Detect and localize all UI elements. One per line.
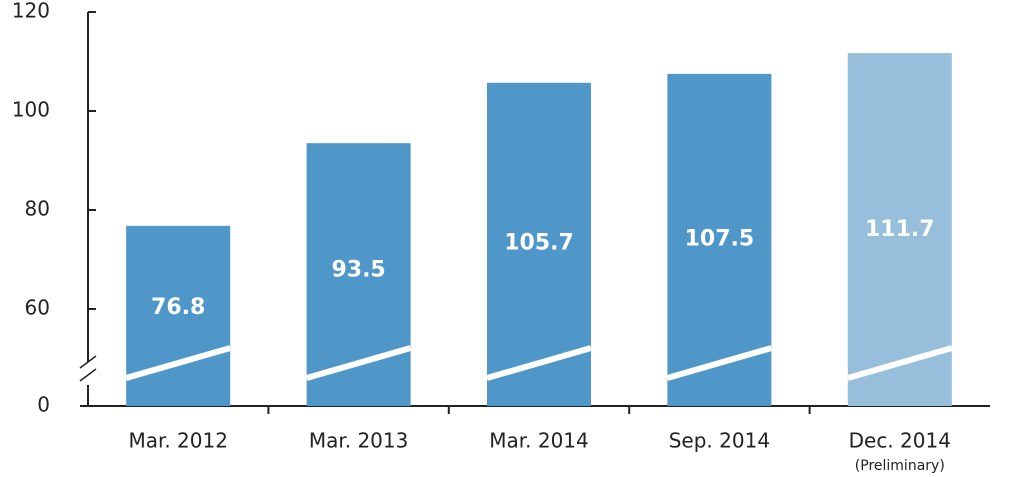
- x-tick-label: Mar. 2014: [489, 429, 589, 453]
- value-label: 111.7: [865, 217, 935, 242]
- bar-break: [305, 345, 412, 381]
- value-label: 107.5: [685, 226, 755, 251]
- bar-break: [486, 345, 592, 381]
- annotation: (Preliminary): [855, 458, 945, 474]
- bar-break: [666, 345, 773, 381]
- value-label: 93.5: [331, 258, 385, 283]
- y-tick-label: 0: [37, 393, 50, 417]
- axis-break: [79, 355, 97, 382]
- x-tick-label: Dec. 2014: [849, 429, 951, 453]
- y-tick-label: 100: [12, 98, 50, 122]
- bar-break: [846, 345, 953, 381]
- y-tick-label: 80: [25, 197, 50, 221]
- y-tick-label: 120: [12, 0, 50, 23]
- y-tick-label: 60: [25, 296, 50, 320]
- bar: [847, 53, 952, 407]
- value-label: 76.8: [151, 295, 205, 320]
- x-tick-label: Mar. 2013: [309, 429, 409, 453]
- bar-break: [125, 345, 232, 381]
- x-tick-label: Mar. 2012: [128, 429, 228, 453]
- x-tick-label: Sep. 2014: [669, 429, 770, 453]
- value-label: 105.7: [504, 231, 574, 256]
